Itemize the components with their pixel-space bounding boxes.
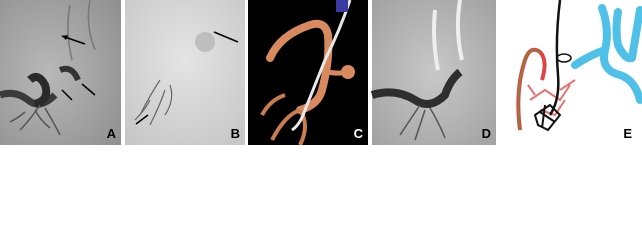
panel-d: D [370, 0, 496, 145]
panel-label: A [107, 126, 117, 141]
panel-label: D [482, 126, 491, 141]
panel-b: B [125, 0, 245, 145]
panel-label: C [354, 126, 364, 141]
panel-a: A [0, 0, 121, 145]
panel-c: C [248, 0, 368, 145]
figure: A B C D E [0, 0, 642, 145]
panel-e: E [500, 0, 642, 145]
panel-label: E [623, 126, 632, 141]
panel-label: B [231, 126, 240, 141]
